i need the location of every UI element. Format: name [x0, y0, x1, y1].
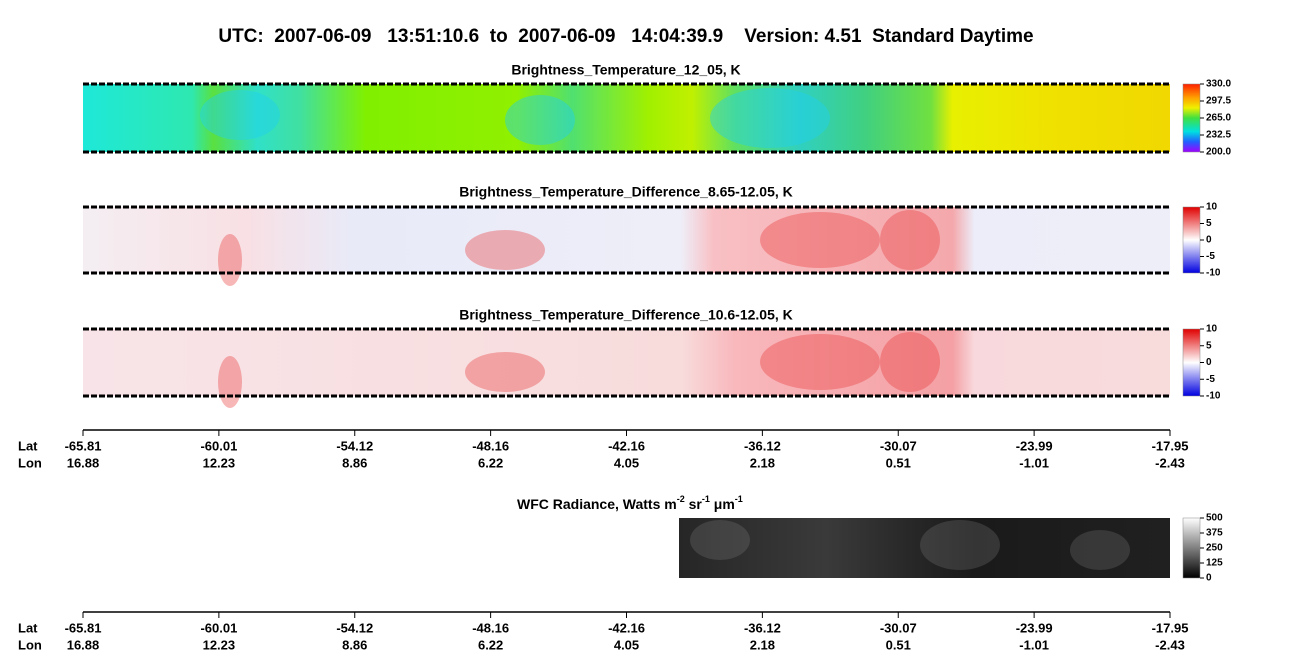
- lon-value: 0.51: [886, 455, 911, 470]
- lat-label: Lat: [18, 620, 38, 635]
- colorbar-label: 0: [1206, 235, 1212, 246]
- panel-title: Brightness_Temperature_12_05, K: [511, 62, 740, 78]
- lat-value: -54.12: [336, 438, 373, 453]
- lon-value: 2.18: [750, 455, 775, 470]
- colorbar-label: 265.0: [1206, 113, 1231, 124]
- colorbar-label: 10: [1206, 324, 1218, 335]
- colorbar-label: 125: [1206, 558, 1223, 569]
- colorbar: [1182, 83, 1201, 153]
- lon-value: 4.05: [614, 455, 639, 470]
- lon-value: 6.22: [478, 637, 503, 652]
- lat-value: -36.12: [744, 438, 781, 453]
- panel-title: Brightness_Temperature_Difference_8.65-1…: [459, 184, 793, 200]
- lon-value: 16.88: [67, 455, 100, 470]
- swath-image: [83, 329, 1170, 396]
- lon-label: Lon: [18, 455, 42, 470]
- lat-value: -48.16: [472, 438, 509, 453]
- feature: [710, 88, 830, 148]
- colorbar: [1182, 517, 1201, 579]
- swath-image: [83, 207, 1170, 273]
- feature: [1070, 530, 1130, 570]
- lon-value: 8.86: [342, 637, 367, 652]
- feature: [690, 520, 750, 560]
- lat-value: -65.81: [65, 620, 102, 635]
- feature: [880, 332, 940, 392]
- wfc-title-part: sr: [685, 496, 703, 512]
- lat-value: -17.95: [1152, 438, 1189, 453]
- lon-value: 12.23: [203, 455, 236, 470]
- wfc-title-part: -1: [702, 494, 710, 504]
- lat-value: -42.16: [608, 438, 645, 453]
- lon-value: 16.88: [67, 637, 100, 652]
- lon-value: -2.43: [1155, 637, 1185, 652]
- lat-value: -36.12: [744, 620, 781, 635]
- colorbar-label: 10: [1206, 202, 1218, 213]
- colorbar-label: 297.5: [1206, 96, 1231, 107]
- colorbar-label: 5: [1206, 218, 1212, 229]
- feature: [465, 230, 545, 270]
- lon-value: 12.23: [203, 637, 236, 652]
- lat-value: -42.16: [608, 620, 645, 635]
- lat-label: Lat: [18, 438, 38, 453]
- lon-label: Lon: [18, 637, 42, 652]
- feature: [200, 90, 280, 140]
- lat-value: -65.81: [65, 438, 102, 453]
- swath-image: [83, 84, 1170, 152]
- lat-value: -17.95: [1152, 620, 1189, 635]
- feature: [465, 352, 545, 392]
- lon-value: -1.01: [1019, 637, 1049, 652]
- feature: [218, 234, 242, 286]
- colorbar-label: 250: [1206, 543, 1223, 554]
- lon-value: 8.86: [342, 455, 367, 470]
- wfc-title: WFC Radiance, Watts m-2 sr-1 μm-1: [498, 491, 755, 512]
- lat-value: -30.07: [880, 438, 917, 453]
- colorbar-label: 375: [1206, 528, 1223, 539]
- wfc-title-part: WFC Radiance, Watts m: [517, 496, 677, 512]
- colorbar-label: 200.0: [1206, 147, 1231, 158]
- lon-value: -2.43: [1155, 455, 1185, 470]
- colorbar-label: 330.0: [1206, 79, 1231, 90]
- colorbar-label: -10: [1206, 391, 1221, 402]
- lat-value: -23.99: [1016, 620, 1053, 635]
- lat-value: -23.99: [1016, 438, 1053, 453]
- page-title: UTC: 2007-06-09 13:51:10.6 to 2007-06-09…: [218, 26, 1033, 47]
- colorbar-label: 0: [1206, 357, 1212, 368]
- colorbar-label: 5: [1206, 340, 1212, 351]
- lon-value: 0.51: [886, 637, 911, 652]
- lat-value: -54.12: [336, 620, 373, 635]
- wfc-title-part: μm: [710, 496, 735, 512]
- lon-value: 2.18: [750, 637, 775, 652]
- colorbar: [1182, 328, 1201, 397]
- colorbar-label: 232.5: [1206, 130, 1231, 141]
- lon-value: 4.05: [614, 637, 639, 652]
- feature: [505, 95, 575, 145]
- wfc-title-part: -2: [677, 494, 685, 504]
- lat-value: -60.01: [200, 620, 237, 635]
- feature: [760, 212, 880, 268]
- colorbar: [1182, 206, 1201, 274]
- lat-value: -60.01: [200, 438, 237, 453]
- colorbar-label: -5: [1206, 374, 1215, 385]
- colorbar-label: 0: [1206, 573, 1212, 584]
- lat-value: -48.16: [472, 620, 509, 635]
- colorbar-label: 500: [1206, 513, 1223, 524]
- colorbar-label: -10: [1206, 268, 1221, 279]
- feature: [218, 356, 242, 408]
- panel-title: Brightness_Temperature_Difference_10.6-1…: [459, 307, 793, 323]
- lon-value: 6.22: [478, 455, 503, 470]
- lon-value: -1.01: [1019, 455, 1049, 470]
- feature: [920, 520, 1000, 570]
- wfc-title-part: -1: [735, 494, 743, 504]
- lat-value: -30.07: [880, 620, 917, 635]
- wfc-image: [679, 518, 1170, 578]
- colorbar-label: -5: [1206, 251, 1215, 262]
- feature: [880, 210, 940, 270]
- feature: [760, 334, 880, 390]
